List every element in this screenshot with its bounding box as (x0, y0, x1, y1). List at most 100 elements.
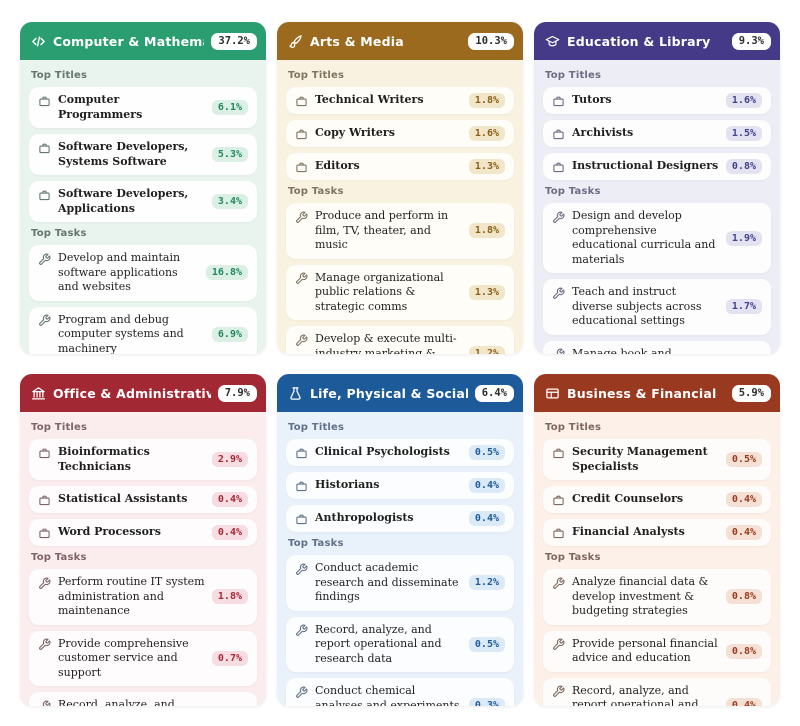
card-title: Business & Financial (567, 385, 717, 401)
briefcase-icon (552, 161, 565, 174)
task-row: Develop & execute multi-industry marketi… (286, 326, 514, 354)
briefcase-icon (38, 142, 51, 155)
task-text: Manage organizational public relations &… (315, 270, 444, 313)
card-body: Top Titles Bioinformatics Technicians 2.… (20, 412, 266, 706)
category-card-education-library: Education & Library 9.3% Top Titles Tuto… (534, 22, 780, 354)
task-row: Record, analyze, and report operational … (543, 677, 771, 706)
card-header: Arts & Media 10.3% (277, 22, 523, 60)
wrench-icon (38, 577, 51, 590)
task-percentage: 6.9% (211, 326, 248, 342)
briefcase-icon (295, 128, 308, 141)
task-text: Record, analyze, and report operational … (315, 622, 442, 665)
wrench-icon (552, 211, 565, 224)
card-header: Business & Financial 5.9% (534, 374, 780, 412)
category-percentage-badge: 5.9% (731, 384, 771, 402)
bank-icon (31, 386, 46, 401)
title-percentage: 0.4% (468, 511, 505, 526)
task-percentage: 16.8% (205, 265, 248, 281)
flask-icon (288, 386, 303, 401)
wrench-icon (38, 314, 51, 327)
title-text: Bioinformatics Technicians (58, 445, 150, 473)
title-percentage: 0.4% (211, 525, 248, 541)
paintbrush-icon (288, 34, 303, 49)
title-row: Clinical Psychologists 0.5% (286, 439, 514, 466)
card-title: Computer & Mathematical (53, 33, 204, 49)
category-percentage-badge: 9.3% (731, 32, 771, 50)
task-row: Conduct academic research and disseminat… (286, 555, 514, 611)
card-title: Life, Physical & Social Science (310, 385, 468, 401)
task-text: Analyze financial data & develop investm… (572, 575, 709, 618)
briefcase-icon (552, 494, 565, 507)
task-row: Record, analyze, and report operational … (286, 616, 514, 673)
briefcase-icon (552, 128, 565, 141)
card-header: Education & Library 9.3% (534, 22, 780, 60)
briefcase-icon (38, 95, 51, 108)
title-text: Anthropologists (315, 511, 414, 525)
top-titles-label: Top Titles (288, 422, 345, 433)
top-titles-label: Top Titles (31, 70, 88, 81)
task-row: Provide comprehensive customer service a… (29, 630, 257, 687)
top-titles-label: Top Titles (288, 70, 345, 81)
task-percentage: 0.7% (211, 650, 248, 666)
task-text: Conduct academic research and disseminat… (315, 561, 459, 604)
task-text: Produce and perform in film, TV, theater… (315, 209, 449, 252)
task-percentage: 1.2% (468, 575, 505, 591)
title-percentage: 1.3% (468, 159, 505, 174)
title-text: Software Developers, Systems Software (58, 140, 189, 168)
title-text: Clinical Psychologists (315, 445, 450, 459)
category-card-office-administrative: Office & Administrative 7.9% Top Titles … (20, 374, 266, 706)
task-row: Perform routine IT system administration… (29, 569, 257, 625)
task-row: Teach and instruct diverse subjects acro… (543, 279, 771, 335)
title-text: Technical Writers (315, 93, 424, 107)
title-row: Computer Programmers 6.1% (29, 87, 257, 129)
task-text: Manage book and document publishing proc… (572, 346, 672, 354)
title-text: Copy Writers (315, 126, 395, 140)
briefcase-icon (552, 527, 565, 540)
task-row: Manage organizational public relations &… (286, 264, 514, 321)
code-icon (31, 34, 46, 49)
wrench-icon (295, 211, 308, 224)
title-row: Technical Writers 1.8% (286, 87, 514, 114)
wrench-icon (38, 253, 51, 266)
title-row: Credit Counselors 0.4% (543, 486, 771, 514)
task-row: Manage book and document publishing proc… (543, 340, 771, 354)
briefcase-icon (38, 494, 51, 507)
task-percentage: 1.3% (468, 284, 505, 300)
task-percentage: 0.4% (725, 697, 762, 706)
task-row: Conduct chemical analyses and experiment… (286, 678, 514, 706)
wrench-icon (295, 686, 308, 699)
title-text: Computer Programmers (58, 93, 143, 121)
wrench-icon (552, 287, 565, 300)
task-text: Conduct chemical analyses and experiment… (315, 684, 460, 706)
title-row: Software Developers, Systems Software 5.… (29, 134, 257, 176)
category-card-computer-mathematical: Computer & Mathematical 37.2% Top Titles… (20, 22, 266, 354)
title-percentage: 1.5% (725, 126, 762, 141)
title-text: Tutors (572, 93, 612, 107)
category-percentage-badge: 10.3% (468, 32, 514, 50)
title-row: Historians 0.4% (286, 472, 514, 499)
task-text: Record, analyze, and report operational … (58, 698, 175, 706)
wrench-icon (38, 638, 51, 651)
briefcase-icon (295, 161, 308, 174)
category-percentage-badge: 6.4% (474, 384, 514, 402)
top-tasks-label: Top Tasks (288, 186, 344, 197)
briefcase-icon (38, 189, 51, 202)
title-percentage: 0.4% (211, 492, 248, 508)
briefcase-icon (552, 95, 565, 108)
task-percentage: 0.5% (468, 636, 505, 652)
briefcase-icon (552, 447, 565, 460)
task-row: Develop and maintain software applicatio… (29, 245, 257, 301)
card-header: Office & Administrative 7.9% (20, 374, 266, 412)
title-text: Historians (315, 478, 380, 492)
top-titles-label: Top Titles (545, 422, 602, 433)
wrench-icon (552, 577, 565, 590)
title-text: Editors (315, 159, 360, 173)
title-text: Credit Counselors (572, 492, 684, 506)
task-text: Teach and instruct diverse subjects acro… (572, 285, 702, 328)
title-percentage: 1.8% (468, 93, 505, 108)
card-body: Top Titles Clinical Psychologists 0.5% H… (277, 412, 523, 706)
task-row: Program and debug computer systems and m… (29, 306, 257, 354)
title-percentage: 0.4% (468, 478, 505, 493)
title-percentage: 6.1% (211, 100, 248, 116)
